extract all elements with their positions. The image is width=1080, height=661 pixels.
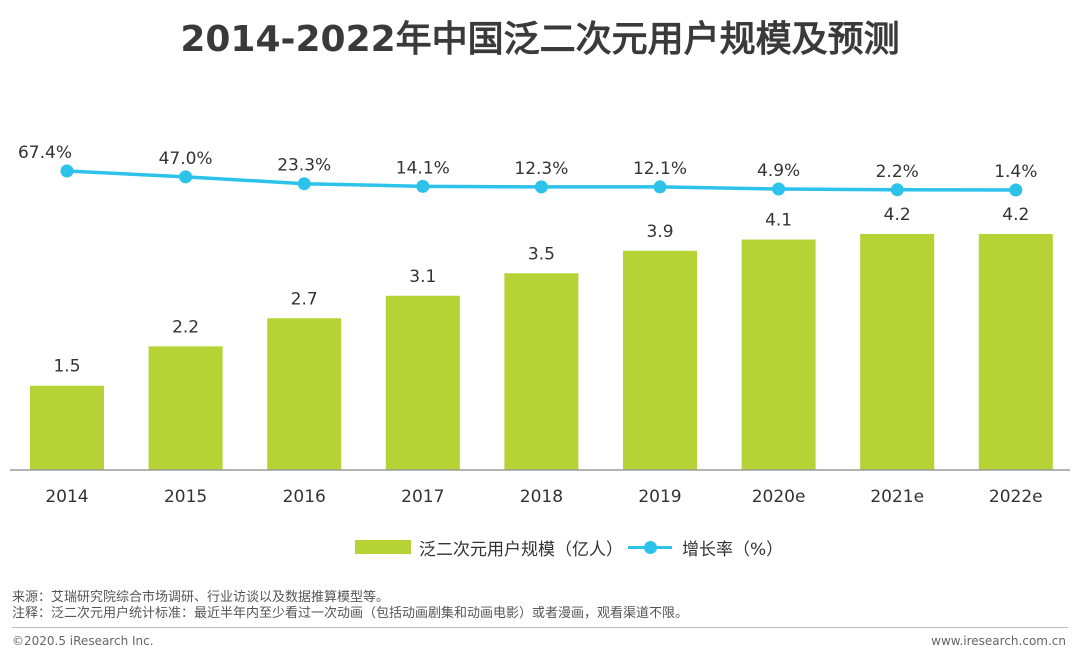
legend-item-users: 泛二次元用户规模（亿人） xyxy=(355,534,623,560)
legend-label-growth: 增长率（%） xyxy=(682,539,784,560)
website-link[interactable]: www.iresearch.com.cn xyxy=(931,634,1066,648)
growth-point-2018 xyxy=(534,180,548,194)
bar-2019 xyxy=(623,250,697,470)
legend-swatch-line xyxy=(628,540,672,554)
growth-point-2014 xyxy=(60,164,74,178)
growth-point-2016 xyxy=(297,177,311,191)
growth-point-2017 xyxy=(416,179,430,193)
bar-2016 xyxy=(267,318,342,470)
growth-point-2015 xyxy=(179,170,193,184)
source-note: 来源：艾瑞研究院综合市场调研、行业访谈以及数据推算模型等。 xyxy=(12,590,390,605)
bar-2015 xyxy=(148,346,223,470)
growth-label-2022e: 1.4% xyxy=(994,162,1037,182)
x-tick-2020e: 2020e xyxy=(752,487,806,507)
bar-2021e xyxy=(860,233,935,470)
growth-label-2018: 12.3% xyxy=(514,159,568,179)
bar-2022e xyxy=(978,233,1053,470)
bar-label-2018: 3.5 xyxy=(528,244,555,264)
bar-2020e xyxy=(741,239,816,470)
bar-2017 xyxy=(385,295,460,470)
growth-label-2015: 47.0% xyxy=(159,149,213,169)
growth-label-2016: 23.3% xyxy=(277,156,331,176)
footer-divider xyxy=(12,627,1068,628)
x-tick-2014: 2014 xyxy=(45,487,88,507)
growth-line-series: 67.4% 47.0% 23.3% 14.1% 12.3% 12.1% 4.9% 2.2% 1.… xyxy=(18,143,1037,197)
definition-note: 注释：泛二次元用户统计标准：最近半年内至少看过一次动画（包括动画剧集和动画电影）… xyxy=(12,606,689,621)
bar-label-2015: 2.2 xyxy=(172,317,199,337)
bar-label-2019: 3.9 xyxy=(646,222,673,242)
bar-2014 xyxy=(30,385,104,470)
chart-canvas: 1.5 2.2 2.7 3.1 3.5 3.9 4.1 4.2 4.2 67.4% 47.0% 23… xyxy=(10,143,1070,507)
x-tick-2019: 2019 xyxy=(638,487,681,507)
notes: 来源：艾瑞研究院综合市场调研、行业访谈以及数据推算模型等。 注释：泛二次元用户统… xyxy=(12,590,688,622)
legend-swatch-bar xyxy=(355,540,411,554)
x-axis-ticks: 2014 2015 2016 2017 2018 2019 2020e 2021e 2022e xyxy=(45,487,1042,507)
growth-label-2021e: 2.2% xyxy=(876,162,919,182)
bar-label-2021e: 4.2 xyxy=(884,205,911,225)
bar-label-2020e: 4.1 xyxy=(765,211,792,231)
bar-label-2017: 3.1 xyxy=(409,267,436,287)
growth-point-2020e xyxy=(772,182,786,196)
growth-label-2019: 12.1% xyxy=(633,159,687,179)
growth-point-2019 xyxy=(653,180,667,194)
legend: 泛二次元用户规模（亿人） 增长率（%） xyxy=(0,534,1080,564)
growth-label-2014: 67.4% xyxy=(18,143,72,163)
growth-point-2022e xyxy=(1009,183,1023,197)
x-tick-2016: 2016 xyxy=(283,487,326,507)
x-tick-2015: 2015 xyxy=(164,487,207,507)
legend-item-growth: 增长率（%） xyxy=(628,534,783,560)
growth-label-2017: 14.1% xyxy=(396,158,450,178)
x-tick-2022e: 2022e xyxy=(989,487,1043,507)
legend-label-users: 泛二次元用户规模（亿人） xyxy=(419,539,623,560)
bar-label-2016: 2.7 xyxy=(291,289,318,309)
chart-title: 2014-2022年中国泛二次元用户规模及预测 xyxy=(180,19,900,60)
bar-label-2014: 1.5 xyxy=(53,357,80,377)
growth-point-2021e xyxy=(890,183,904,197)
bar-2018 xyxy=(504,273,579,470)
x-tick-2017: 2017 xyxy=(401,487,444,507)
copyright: ©2020.5 iResearch Inc. xyxy=(12,634,154,648)
x-tick-2021e: 2021e xyxy=(870,487,924,507)
bar-series: 1.5 2.2 2.7 3.1 3.5 3.9 4.1 4.2 4.2 xyxy=(30,205,1053,470)
growth-label-2020e: 4.9% xyxy=(757,161,800,181)
x-tick-2018: 2018 xyxy=(520,487,563,507)
bar-label-2022e: 4.2 xyxy=(1002,205,1029,225)
